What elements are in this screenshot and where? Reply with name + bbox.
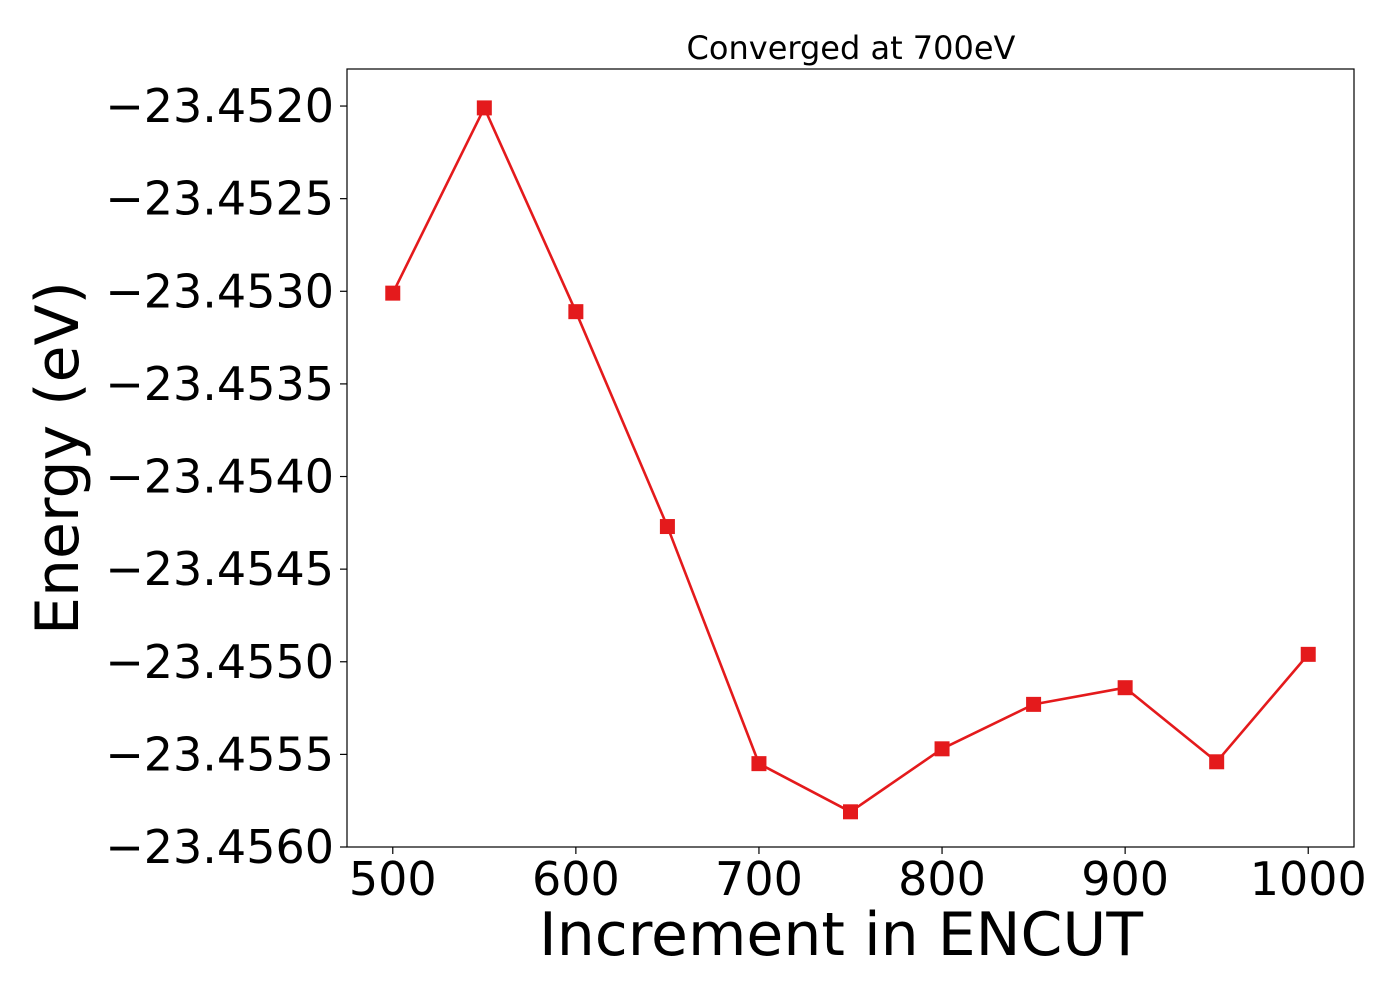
y-tick-label: −23.4540: [105, 450, 334, 504]
x-tick-label: 700: [715, 852, 803, 906]
y-tick-label: −23.4525: [105, 172, 334, 226]
data-point-marker: [659, 519, 675, 535]
data-point-marker: [385, 285, 401, 301]
data-point-marker: [843, 804, 858, 820]
y-axis-label: Energy (eV): [23, 281, 93, 635]
data-point-marker: [1209, 754, 1225, 770]
y-tick-label: −23.4545: [105, 542, 334, 596]
data-point-marker: [1117, 680, 1133, 696]
chart-title: Converged at 700eV: [687, 29, 1016, 67]
y-tick-label: −23.4530: [105, 264, 334, 318]
x-tick-label: 800: [898, 852, 986, 906]
x-tick-label: 1000: [1250, 852, 1367, 906]
y-tick-label: −23.4520: [105, 79, 334, 133]
y-axis-ticks: −23.4520 −23.4525 −23.4530 −23.4535 −23.4540…: [105, 79, 347, 874]
data-point-marker: [751, 756, 767, 772]
plot-area-frame: [346, 68, 1355, 848]
y-tick-label: −23.4555: [105, 727, 334, 781]
data-point-marker: [934, 741, 950, 757]
y-tick-label: −23.4535: [105, 357, 334, 411]
data-point-marker: [476, 100, 492, 116]
x-tick-label: 900: [1081, 852, 1169, 906]
data-point-marker: [1026, 696, 1042, 712]
data-point-marker: [1300, 646, 1316, 662]
x-tick-label: 600: [532, 852, 620, 906]
data-point-marker: [568, 304, 584, 320]
x-axis-ticks: 500 600 700 800 900 1000: [349, 847, 1367, 906]
x-tick-label: 500: [349, 852, 437, 906]
series-layer: [385, 100, 1316, 820]
y-tick-label: −23.4550: [105, 635, 334, 689]
x-axis-label: Increment in ENCUT: [539, 900, 1143, 970]
y-tick-label: −23.4560: [105, 820, 334, 874]
